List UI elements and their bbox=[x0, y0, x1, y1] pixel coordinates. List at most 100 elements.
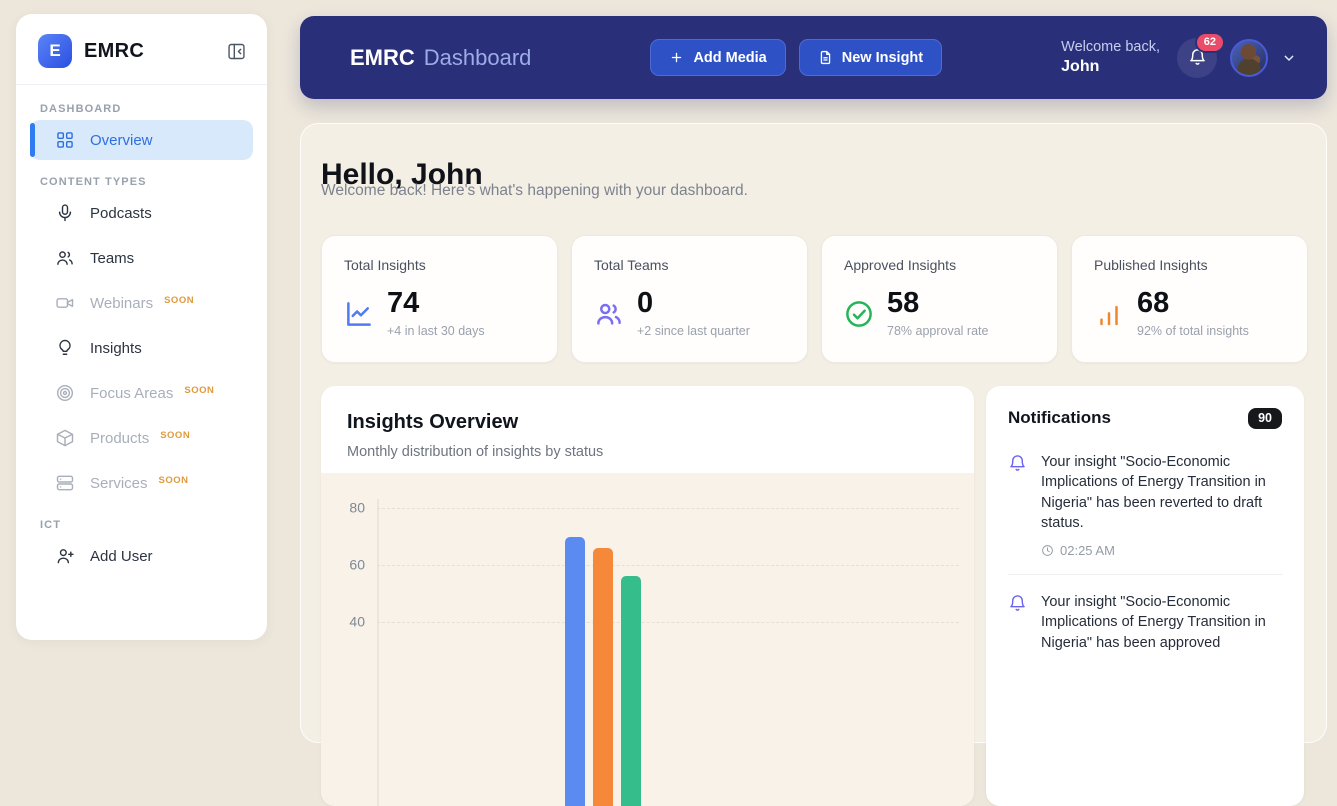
stat-value: 0 bbox=[637, 289, 750, 318]
notifications-title: Notifications bbox=[1008, 408, 1111, 428]
lightbulb-icon bbox=[55, 338, 75, 358]
chart-bar-series-orange bbox=[593, 548, 613, 806]
users-icon bbox=[594, 299, 624, 329]
header-brand: EMRC Dashboard bbox=[350, 45, 531, 71]
bar-chart: 80 60 40 bbox=[321, 473, 974, 806]
header-brand-light: Dashboard bbox=[424, 45, 532, 70]
sidebar-item-focus-areas[interactable]: Focus Areas SOON bbox=[30, 373, 253, 413]
sidebar-section-label: DASHBOARD bbox=[40, 103, 253, 115]
notifications-header: Notifications 90 bbox=[1008, 408, 1282, 429]
insights-overview-panel: Insights Overview Monthly distribution o… bbox=[321, 386, 974, 806]
new-insight-button[interactable]: New Insight bbox=[799, 39, 942, 76]
sidebar-item-overview[interactable]: Overview bbox=[30, 120, 253, 160]
chart-gridline bbox=[377, 508, 959, 509]
page-greeting-subtitle: Welcome back! Here's what's happening wi… bbox=[321, 182, 748, 200]
chart-title: Insights Overview bbox=[347, 411, 948, 434]
chart-panel-header: Insights Overview Monthly distribution o… bbox=[321, 386, 974, 480]
notification-item: Your insight "Socio-Economic Implication… bbox=[1008, 574, 1282, 670]
notifications-list: Your insight "Socio-Economic Implication… bbox=[1008, 435, 1282, 670]
sidebar-item-label: Add User bbox=[90, 548, 153, 565]
check-circle-icon bbox=[844, 299, 874, 329]
bell-icon bbox=[1008, 454, 1027, 558]
add-media-button[interactable]: Add Media bbox=[650, 39, 785, 76]
package-icon bbox=[55, 428, 75, 448]
stat-title: Total Teams bbox=[594, 257, 785, 273]
sidebar-item-label: Insights bbox=[90, 340, 142, 357]
main-content: Hello, John Welcome back! Here's what's … bbox=[300, 123, 1327, 743]
sidebar-item-label: Webinars bbox=[90, 295, 153, 312]
chart-bar-series-green bbox=[621, 576, 641, 806]
stat-title: Published Insights bbox=[1094, 257, 1285, 273]
microphone-icon bbox=[55, 203, 75, 223]
bell-icon bbox=[1008, 594, 1027, 654]
brand-logo: E bbox=[38, 34, 72, 68]
stat-value: 58 bbox=[887, 289, 988, 318]
welcome-username: John bbox=[1061, 57, 1160, 78]
sidebar-item-webinars[interactable]: Webinars SOON bbox=[30, 283, 253, 323]
chart-gridline bbox=[377, 565, 959, 566]
chart-ytick-label: 60 bbox=[329, 557, 365, 573]
chart-gridline bbox=[377, 622, 959, 623]
chart-subtitle: Monthly distribution of insights by stat… bbox=[347, 444, 948, 460]
sidebar-item-label: Teams bbox=[90, 250, 134, 267]
bar-chart-icon bbox=[1094, 299, 1124, 329]
soon-badge: SOON bbox=[164, 295, 194, 306]
brand-name: EMRC bbox=[84, 40, 144, 63]
sidebar-item-label: Podcasts bbox=[90, 205, 152, 222]
clock-icon bbox=[1041, 544, 1054, 557]
sidebar-item-label: Products bbox=[90, 430, 149, 447]
sidebar-logo-row: E EMRC bbox=[16, 14, 267, 84]
notification-time: 02:25 AM bbox=[1041, 543, 1282, 558]
sidebar-item-teams[interactable]: Teams bbox=[30, 238, 253, 278]
notifications-panel: Notifications 90 Your insight "Socio-Eco… bbox=[986, 386, 1304, 806]
notification-item: Your insight "Socio-Economic Implication… bbox=[1008, 435, 1282, 574]
sidebar-item-insights[interactable]: Insights bbox=[30, 328, 253, 368]
plus-icon bbox=[669, 50, 684, 65]
sidebar-item-label: Focus Areas bbox=[90, 385, 173, 402]
sidebar-item-label: Services bbox=[90, 475, 148, 492]
grid-icon bbox=[55, 130, 75, 150]
sidebar-item-label: Overview bbox=[90, 132, 153, 149]
sidebar-item-products[interactable]: Products SOON bbox=[30, 418, 253, 458]
header-user-area: Welcome back, John 62 bbox=[1061, 38, 1297, 78]
chart-ytick-label: 40 bbox=[329, 614, 365, 630]
sidebar-section-label: ICT bbox=[40, 519, 253, 531]
sidebar-section-label: CONTENT TYPES bbox=[40, 176, 253, 188]
server-icon bbox=[55, 473, 75, 493]
notifications-button[interactable]: 62 bbox=[1177, 38, 1217, 78]
sidebar-item-podcasts[interactable]: Podcasts bbox=[30, 193, 253, 233]
chevron-down-icon[interactable] bbox=[1281, 50, 1297, 66]
line-chart-icon bbox=[344, 299, 374, 329]
document-icon bbox=[818, 50, 833, 65]
stat-title: Approved Insights bbox=[844, 257, 1035, 273]
notifications-count-badge: 90 bbox=[1248, 408, 1282, 429]
chart-bar-series-blue bbox=[565, 537, 585, 806]
soon-badge: SOON bbox=[159, 475, 189, 486]
header: EMRC Dashboard Add Media New Insight Welco… bbox=[300, 16, 1327, 99]
avatar[interactable] bbox=[1230, 39, 1268, 77]
welcome-prefix: Welcome back, bbox=[1061, 38, 1160, 57]
sidebar-item-add-user[interactable]: Add User bbox=[30, 536, 253, 576]
chart-y-axis bbox=[377, 499, 379, 806]
sidebar: E EMRC DASHBOARD Overview CONTENT TYPES Pod… bbox=[16, 14, 267, 640]
stat-card-total-teams: Total Teams 0 +2 since last quarter bbox=[571, 235, 808, 363]
welcome-text: Welcome back, John bbox=[1061, 38, 1160, 78]
stat-value: 68 bbox=[1137, 289, 1249, 318]
sidebar-nav: DASHBOARD Overview CONTENT TYPES Podcasts Te… bbox=[16, 85, 267, 576]
sidebar-item-services[interactable]: Services SOON bbox=[30, 463, 253, 503]
header-brand-bold: EMRC bbox=[350, 45, 415, 70]
stat-value: 74 bbox=[387, 289, 485, 318]
soon-badge: SOON bbox=[160, 430, 190, 441]
collapse-panel-icon bbox=[226, 41, 247, 62]
stat-title: Total Insights bbox=[344, 257, 535, 273]
chart-ytick-label: 80 bbox=[329, 500, 365, 516]
soon-badge: SOON bbox=[184, 385, 214, 396]
users-icon bbox=[55, 248, 75, 268]
stat-subtext: +2 since last quarter bbox=[637, 324, 750, 338]
target-icon bbox=[55, 383, 75, 403]
collapse-sidebar-button[interactable] bbox=[224, 39, 249, 64]
